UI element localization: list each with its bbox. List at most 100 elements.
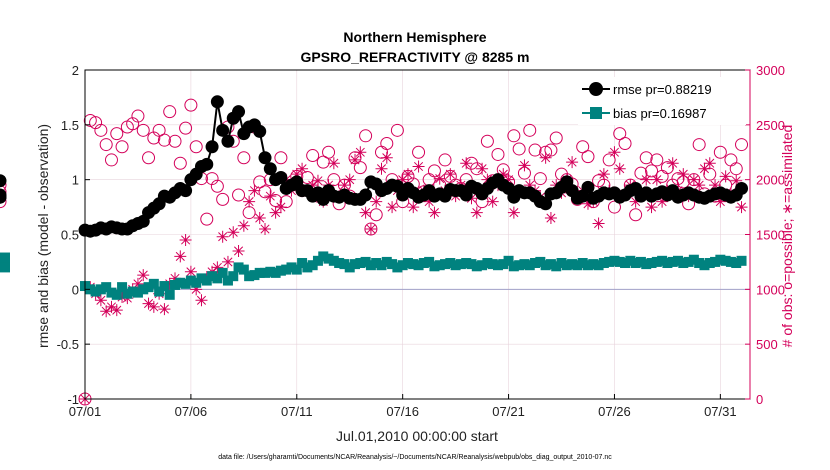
rmse-point <box>581 180 595 194</box>
obs-assimilated-point <box>359 206 372 219</box>
obs-assimilated-point <box>163 277 176 290</box>
obs-possible-point <box>353 161 367 175</box>
obs-possible-point <box>412 145 426 159</box>
y-tick-label: -0.5 <box>57 337 79 352</box>
obs-assimilated-point <box>608 146 621 159</box>
y-axis-label: rmse and bias (model - observation) <box>35 124 51 348</box>
obs-assimilated-point <box>338 179 351 192</box>
obs-possible-point <box>157 133 171 147</box>
obs-assimilated-point <box>274 201 287 214</box>
bias-point <box>683 256 694 267</box>
rmse-point <box>735 181 749 195</box>
legend-rmse-label: rmse pr=0.88219 <box>613 82 712 97</box>
obs-possible-point <box>650 153 664 167</box>
obs-possible-point <box>607 200 621 214</box>
obs-assimilated-point <box>666 157 679 170</box>
bias-point <box>148 278 159 289</box>
obs-possible-point <box>549 131 563 145</box>
obs-possible-point <box>306 149 320 163</box>
bias-point <box>508 261 519 272</box>
bias-point <box>350 259 361 270</box>
obs-assimilated-point <box>730 174 743 187</box>
obs-assimilated-point <box>370 195 383 208</box>
obs-possible-point <box>533 172 547 186</box>
bias-point <box>392 262 403 273</box>
obs-assimilated-point <box>137 269 150 282</box>
x-axis: 07/01 07/06 07/11 07/16 07/21 07/26 07/31 <box>69 394 737 419</box>
bias-point <box>567 259 578 270</box>
obs-possible-point <box>390 123 404 137</box>
obs-possible-point <box>258 185 272 199</box>
obs-possible-point <box>507 129 521 143</box>
obs-possible-point <box>322 145 336 159</box>
bias-point <box>402 258 413 269</box>
chart-subtitle: GPSRO_REFRACTIVITY @ 8285 m <box>301 49 530 65</box>
obs-possible-point <box>184 98 198 112</box>
bias-point <box>365 260 376 271</box>
obs-assimilated-point <box>306 179 319 192</box>
bias-point <box>376 260 387 271</box>
obs-assimilated-point <box>396 173 409 186</box>
obs-assimilated-point <box>539 151 552 164</box>
obs-assimilated-point <box>613 162 626 175</box>
bias-point <box>117 282 128 293</box>
bias-point <box>408 259 419 270</box>
rmse-point <box>258 151 272 165</box>
bias-point <box>498 259 509 270</box>
bias-point <box>662 258 673 269</box>
bias-point <box>355 258 366 269</box>
bias-point <box>339 259 350 270</box>
x-tick-label: 07/06 <box>175 404 208 419</box>
obs-possible-point <box>380 136 394 150</box>
bias-point <box>556 258 567 269</box>
bias-point <box>646 258 657 269</box>
obs-assimilated-point <box>597 168 610 181</box>
bias-point <box>170 279 181 290</box>
obs-possible-point <box>104 153 118 167</box>
obs-assimilated-point <box>243 195 256 208</box>
obs-assimilated-point <box>311 174 324 187</box>
obs-possible-point <box>581 150 595 164</box>
obs-assimilated-point <box>698 162 711 175</box>
obs-assimilated-point <box>703 157 716 170</box>
x-tick-label: 07/01 <box>69 404 102 419</box>
bias-point <box>609 255 620 266</box>
obs-possible-point <box>189 140 203 154</box>
obs-assimilated-point <box>592 217 605 230</box>
bias-point <box>397 260 408 271</box>
rmse-point <box>205 140 219 154</box>
obs-assimilated-point <box>364 223 377 236</box>
bias-point <box>0 252 10 263</box>
obs-possible-point <box>512 142 526 156</box>
obs-possible-point <box>316 155 330 169</box>
obs-assimilated-point <box>444 168 457 181</box>
bias-point <box>561 260 572 271</box>
bias-point <box>461 258 472 269</box>
obs-possible-point <box>237 151 251 165</box>
rmse-point <box>0 190 7 204</box>
bias-point <box>275 265 286 276</box>
bias-point <box>207 271 218 282</box>
obs-assimilated-point <box>327 157 340 170</box>
bias-point <box>249 270 260 281</box>
legend: rmse pr=0.88219 bias pr=0.16987 <box>578 77 746 125</box>
bias-point <box>455 259 466 270</box>
obs-assimilated-point <box>296 162 309 175</box>
rmse-point <box>221 134 235 148</box>
bias-point <box>191 277 202 288</box>
bias-point <box>222 275 233 286</box>
bias-point <box>593 260 604 271</box>
bias-point <box>635 256 646 267</box>
bias-point <box>312 255 323 266</box>
bias-point <box>418 258 429 269</box>
obs-assimilated-point <box>105 300 118 313</box>
y-tick-label: -1 <box>67 392 79 407</box>
obs-assimilated-point <box>116 291 129 304</box>
rmse-point <box>210 95 224 109</box>
bias-point <box>106 287 117 298</box>
obs-possible-point <box>692 138 706 152</box>
x-axis-label: Jul.01,2010 00:00:00 start <box>336 428 498 444</box>
y-axis-right: 0 500 1000 1500 2000 2500 3000 <box>745 63 785 407</box>
y-tick-label: 1.5 <box>61 118 79 133</box>
y-tick-label: 2 <box>72 63 79 78</box>
